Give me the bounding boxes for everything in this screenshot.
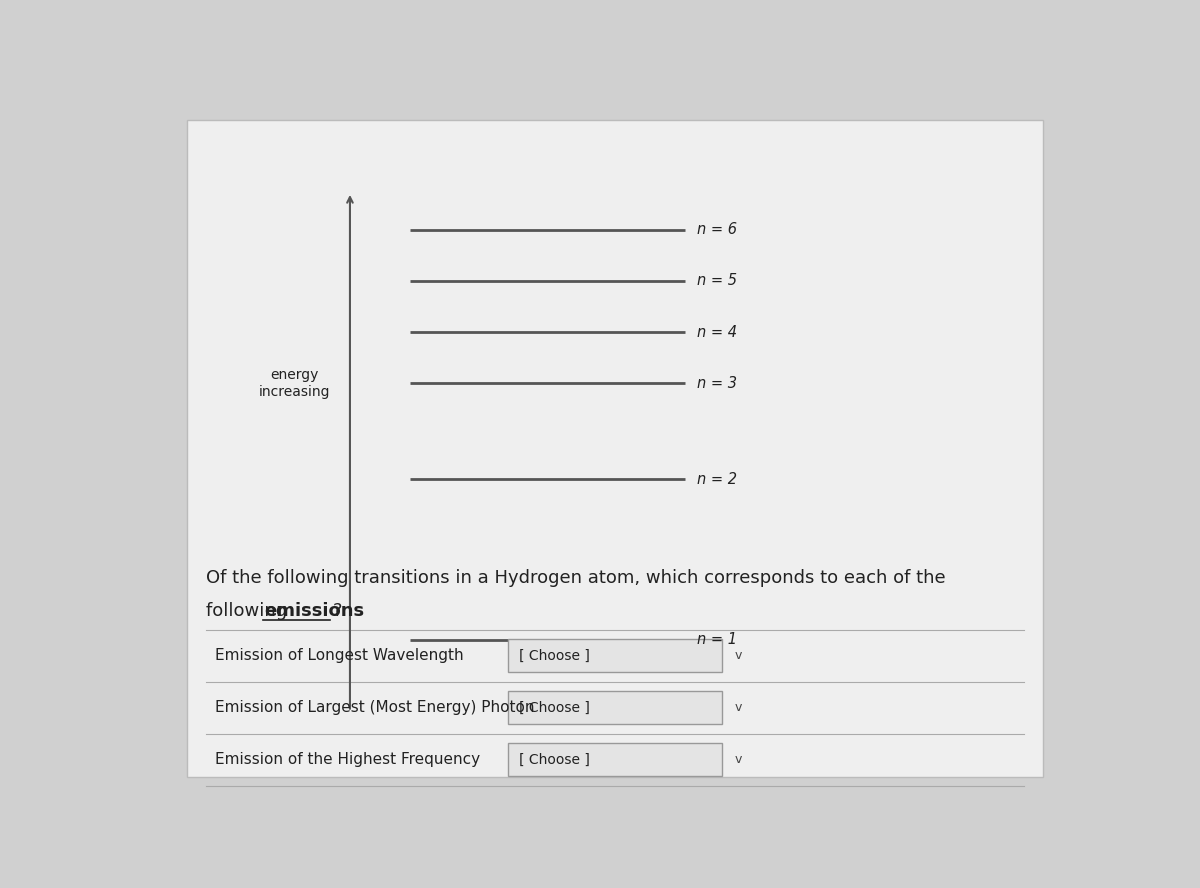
Text: Emission of the Highest Frequency: Emission of the Highest Frequency: [215, 752, 480, 767]
Text: Of the following transitions in a Hydrogen atom, which corresponds to each of th: Of the following transitions in a Hydrog…: [206, 569, 946, 587]
Text: Emission of Largest (Most Energy) Photon: Emission of Largest (Most Energy) Photon: [215, 700, 535, 715]
Bar: [508, 691, 722, 724]
Text: n = 3: n = 3: [697, 376, 737, 391]
Bar: [508, 639, 722, 672]
Text: [ Choose ]: [ Choose ]: [520, 752, 590, 766]
Text: n = 1: n = 1: [697, 632, 737, 647]
Bar: [508, 743, 722, 776]
Text: v: v: [736, 702, 743, 714]
Text: n = 6: n = 6: [697, 222, 737, 237]
Text: v: v: [736, 753, 743, 766]
Text: emissions: emissions: [264, 602, 365, 620]
Text: n = 5: n = 5: [697, 274, 737, 289]
Text: n = 4: n = 4: [697, 325, 737, 340]
Text: v: v: [736, 649, 743, 662]
Text: [ Choose ]: [ Choose ]: [520, 648, 590, 662]
Text: following: following: [206, 602, 293, 620]
Text: n = 2: n = 2: [697, 472, 737, 487]
Text: [ Choose ]: [ Choose ]: [520, 701, 590, 715]
Text: energy
increasing: energy increasing: [258, 369, 330, 399]
Text: ?: ?: [332, 602, 342, 620]
Text: Emission of Longest Wavelength: Emission of Longest Wavelength: [215, 648, 463, 663]
